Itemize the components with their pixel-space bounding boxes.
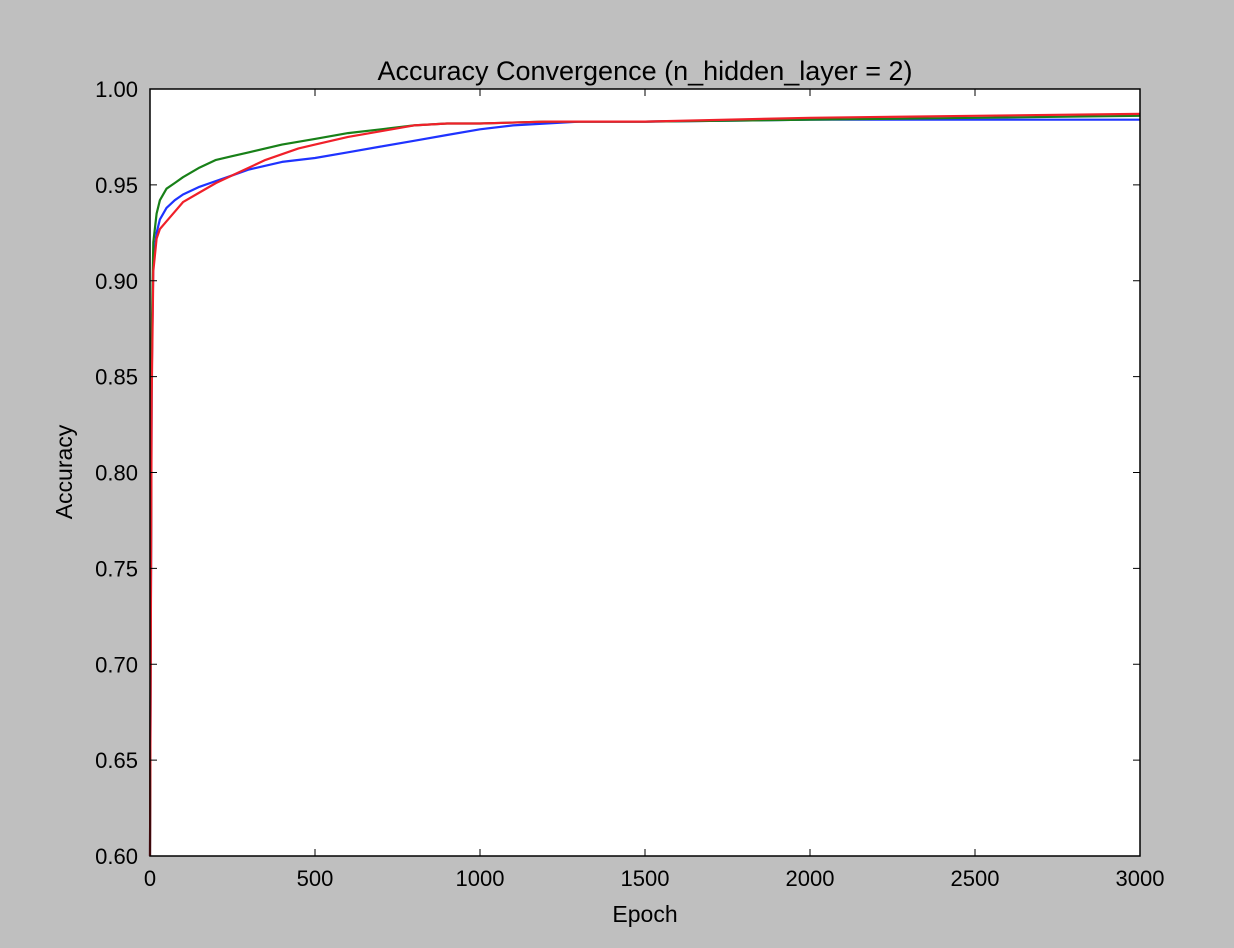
y-tick-label: 0.70 [95, 652, 138, 677]
y-tick-label: 1.00 [95, 77, 138, 102]
y-tick-label: 0.85 [95, 365, 138, 390]
series-layer [148, 112, 1141, 857]
plot-frame [149, 88, 1141, 857]
x-axis-label: Epoch [612, 901, 677, 927]
x-tick-label: 500 [297, 866, 334, 891]
tick-layer: 0 500 1000 1500 2000 2500 3000 0.60 0.65 0.70 0.75… [95, 77, 1164, 891]
plot-area [150, 89, 1140, 856]
y-tick-label: 0.80 [95, 461, 138, 486]
x-tick-label: 3000 [1116, 866, 1165, 891]
chart-title: Accuracy Convergence (n_hidden_layer = 2… [377, 56, 912, 86]
y-axis-label: Accuracy [51, 424, 77, 519]
y-tick-label: 0.65 [95, 748, 138, 773]
series-line-3 [148, 112, 1141, 857]
y-tick-label: 0.75 [95, 556, 138, 581]
x-tick-label: 2500 [951, 866, 1000, 891]
x-tick-label: 1000 [456, 866, 505, 891]
y-tick-label: 0.90 [95, 269, 138, 294]
x-tick-label: 1500 [621, 866, 670, 891]
y-tick-label: 0.95 [95, 173, 138, 198]
x-tick-label: 0 [144, 866, 156, 891]
x-tick-label: 2000 [786, 866, 835, 891]
y-tick-label: 0.60 [95, 844, 138, 869]
